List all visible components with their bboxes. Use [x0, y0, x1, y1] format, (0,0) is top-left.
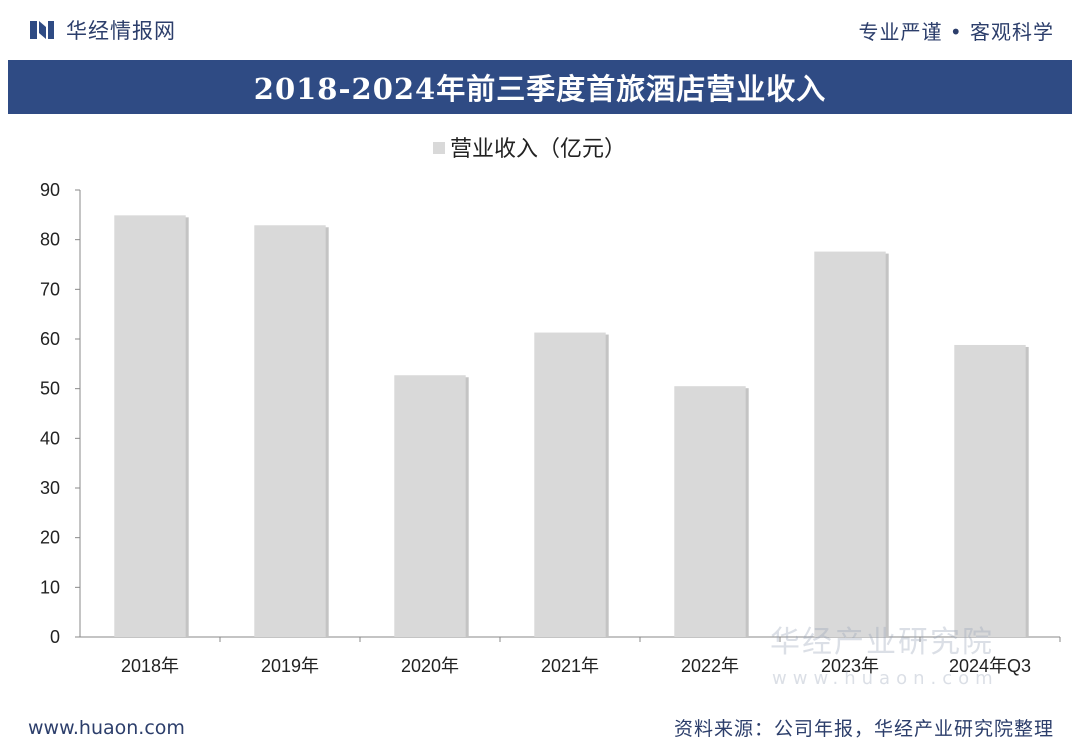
y-tick-label: 20: [40, 528, 60, 548]
bars: [114, 215, 1029, 637]
y-tick-label: 30: [40, 478, 60, 498]
y-tick-label: 10: [40, 577, 60, 597]
bar-2021年: [534, 332, 606, 637]
y-tick-label: 80: [40, 230, 60, 250]
watermark-cn: 华经产业研究院: [770, 625, 994, 660]
x-tick-label: 2021年: [541, 656, 599, 676]
slogan: 专业严谨 • 客观科学: [858, 19, 1054, 44]
bar-2024年Q3: [954, 344, 1026, 637]
legend: 营业收入（亿元）: [433, 137, 626, 162]
huajing-logo-icon: [30, 21, 54, 39]
y-tick-label: 40: [40, 428, 60, 448]
legend-swatch: [433, 142, 445, 154]
watermark: 华经产业研究院 www.huaon.com: [770, 625, 999, 689]
bar-2022年: [674, 386, 746, 637]
brand-name: 华经情报网: [66, 19, 176, 43]
bar-chart: 营业收入（亿元） 2018年 2019年 2020年 2021年 2022年 2023年 2…: [40, 137, 1061, 676]
bar-2018年: [114, 215, 186, 637]
brand: 华经情报网: [30, 15, 176, 45]
x-tick-label: 2023年: [821, 656, 879, 676]
y-tick-label: 50: [40, 379, 60, 399]
y-tick-label: 90: [40, 180, 60, 200]
watermark-url: www.huaon.com: [772, 668, 999, 689]
x-tick-label: 2024年Q3: [949, 656, 1031, 676]
bar-2020年: [394, 375, 466, 637]
x-tick-label: 2020年: [401, 656, 459, 676]
x-tick-label: 2018年: [121, 656, 179, 676]
top-bar: 华经情报网 专业严谨 • 客观科学: [0, 0, 1080, 60]
bar-2019年: [254, 225, 326, 637]
x-tick-label: 2022年: [681, 656, 739, 676]
legend-label: 营业收入（亿元）: [450, 137, 626, 162]
y-tick-label: 0: [50, 627, 60, 647]
y-tick-label: 60: [40, 329, 60, 349]
x-tick-label: 2019年: [261, 656, 319, 676]
chart-title: 2018-2024年前三季度首旅酒店营业收入: [253, 72, 827, 106]
y-tick-label: 70: [40, 279, 60, 299]
bar-2023年: [814, 251, 886, 637]
footer-source: 资料来源：公司年报，华经产业研究院整理: [673, 718, 1054, 740]
title-band: 2018-2024年前三季度首旅酒店营业收入: [8, 60, 1072, 114]
footer-url: www.huaon.com: [28, 716, 185, 739]
x-tick-labels: 2018年 2019年 2020年 2021年 2022年 2023年 2024年Q3: [121, 656, 1031, 676]
y-tick-labels: 0 10 20 30 40 50 60 70 80 90: [40, 180, 60, 647]
chart-area: 营业收入（亿元） 2018年 2019年 2020年 2021年 2022年 2023年 2…: [0, 120, 1080, 700]
footer: www.huaon.com 资料来源：公司年报，华经产业研究院整理: [0, 700, 1080, 755]
